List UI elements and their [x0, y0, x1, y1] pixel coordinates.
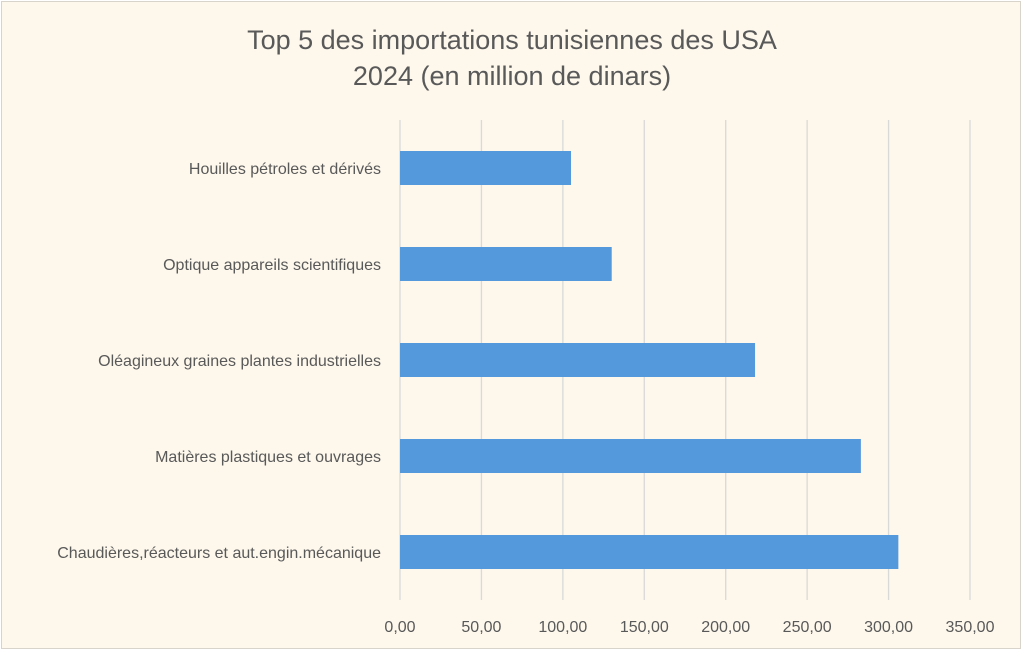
category-label: Oléagineux graines plantes industrielles — [98, 353, 381, 370]
bar — [400, 535, 899, 569]
bar — [400, 439, 861, 473]
x-tick-label: 300,00 — [864, 619, 913, 636]
x-tick-label: 50,00 — [461, 619, 501, 636]
bar — [400, 343, 756, 377]
chart-title-line1: Top 5 des importations tunisiennes des U… — [247, 25, 777, 55]
x-tick-label: 150,00 — [620, 619, 669, 636]
category-label: Matières plastiques et ouvrages — [155, 449, 381, 466]
x-tick-label: 100,00 — [538, 619, 587, 636]
x-tick-label: 250,00 — [783, 619, 832, 636]
bar — [400, 151, 571, 185]
category-label: Houilles pétroles et dérivés — [189, 161, 381, 178]
x-tick-label: 350,00 — [946, 619, 995, 636]
x-tick-label: 200,00 — [701, 619, 750, 636]
category-label: Optique appareils scientifiques — [163, 257, 381, 274]
category-label: Chaudières,réacteurs et aut.engin.mécani… — [57, 545, 381, 562]
bar — [400, 247, 612, 281]
x-tick-label: 0,00 — [384, 619, 415, 636]
chart-title-line2: 2024 (en million de dinars) — [352, 61, 672, 91]
